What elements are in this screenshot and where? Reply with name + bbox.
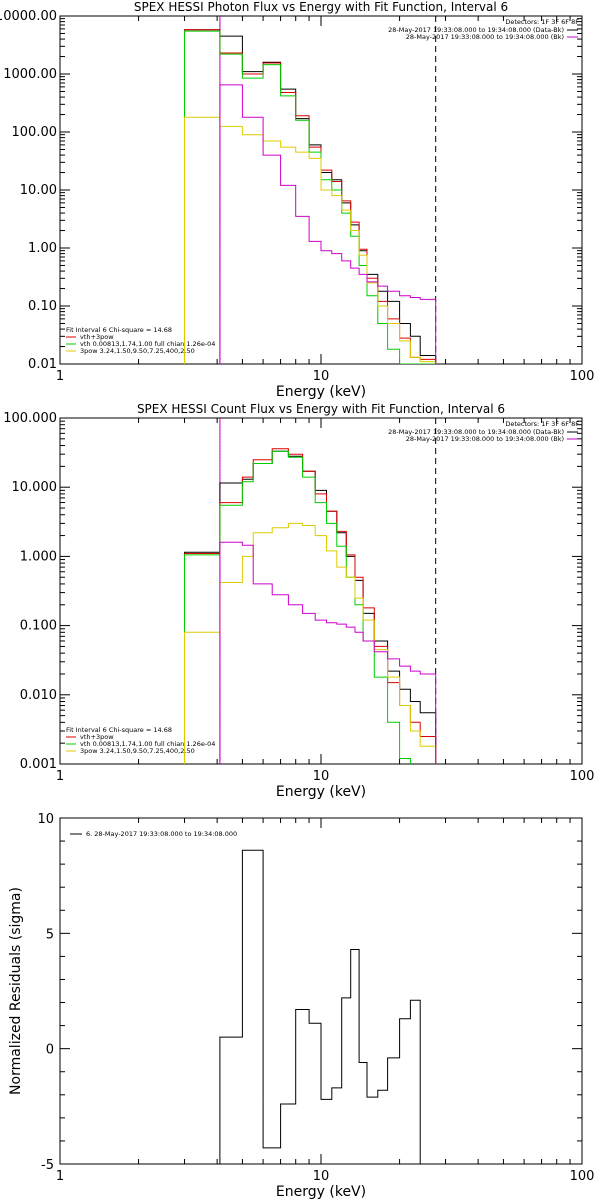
series-vth-3pow xyxy=(184,448,437,764)
series-3pow xyxy=(184,522,437,764)
y-tick-label: 10.00 xyxy=(20,183,57,198)
panel-2: SPEX HESSI Count Flux vs Energy with Fit… xyxy=(3,402,594,800)
plot-frame xyxy=(59,417,583,765)
y-tick-label: 5 xyxy=(46,927,54,942)
series-bk xyxy=(219,84,437,364)
x-axis-label: Energy (keV) xyxy=(276,784,366,800)
series-vth-3pow xyxy=(184,29,437,364)
x-tick-label: 10 xyxy=(313,769,330,784)
y-axis-label: Normalized Residuals (sigma) xyxy=(8,887,24,1095)
x-tick-label: 10 xyxy=(313,1169,330,1184)
x-tick-label: 1 xyxy=(56,1169,64,1184)
panel-1: SPEX HESSI Photon Flux vs Energy with Fi… xyxy=(0,0,594,400)
plot-frame xyxy=(59,817,583,1165)
y-tick-label: 1000.00 xyxy=(3,67,57,82)
y-tick-label: 0 xyxy=(46,1043,54,1058)
detectors-label: Detectors: 1F 3F 6F 8F xyxy=(505,18,579,26)
y-tick-label: 0.10 xyxy=(28,299,57,314)
series-group xyxy=(219,849,436,1164)
series-3pow xyxy=(184,116,437,364)
series-group xyxy=(184,29,437,364)
series-data-bk xyxy=(184,29,437,364)
x-tick-label: 100 xyxy=(570,369,595,384)
legend-entry: vth+3pow xyxy=(80,333,114,341)
series-vth xyxy=(184,450,411,764)
info-line: 28-May-2017 19:33:08.000 to 19:34:08.000… xyxy=(406,33,564,41)
info-line: 28-May-2017 19:33:08.000 to 19:34:08.000… xyxy=(406,435,564,443)
detectors-label: Detectors: 1F 3F 6F 8F xyxy=(505,420,579,428)
info-line: 28-May-2017 19:33:08.000 to 19:34:08.000… xyxy=(388,428,564,436)
info-line: 28-May-2017 19:33:08.000 to 19:34:08.000… xyxy=(388,26,564,34)
x-axis-label: Energy (keV) xyxy=(276,384,366,400)
y-tick-label: 0.100 xyxy=(20,619,57,634)
legend-entry: vth 0.00813,1.74,1.00 full chian 1.26e-0… xyxy=(80,740,215,748)
y-tick-label: 1.000 xyxy=(20,549,57,564)
y-tick-label: 100.000 xyxy=(3,411,57,426)
legend-entry: 3pow 3.24,1.50,9.50,7.25,400,2.50 xyxy=(80,347,195,355)
series-group xyxy=(184,448,437,764)
y-tick-label: 0.01 xyxy=(28,357,57,372)
y-tick-label: 0.010 xyxy=(20,688,57,703)
y-tick-label: 10000.00 xyxy=(0,9,57,24)
series-data-bk xyxy=(184,450,437,764)
y-tick-label: 0.001 xyxy=(20,757,57,772)
x-tick-label: 1 xyxy=(56,769,64,784)
legend-entry: vth 0.00813,1.74,1.00 full chian 1.26e-0… xyxy=(80,340,215,348)
fit-label: Fit Interval 6 Chi-square = 14.68 xyxy=(66,326,172,334)
legend-entry: 6. 28-May-2017 19:33:08.000 to 19:34:08.… xyxy=(86,830,237,838)
y-tick-label: 10.000 xyxy=(12,480,58,495)
series-bk xyxy=(219,541,437,764)
x-axis-label: Energy (keV) xyxy=(276,1184,366,1200)
chart-title: SPEX HESSI Photon Flux vs Energy with Fi… xyxy=(134,0,508,14)
chart-title: SPEX HESSI Count Flux vs Energy with Fit… xyxy=(137,402,505,416)
y-tick-label: -5 xyxy=(41,1158,54,1173)
series-vth xyxy=(184,30,436,364)
x-tick-label: 1 xyxy=(56,369,64,384)
series-residuals xyxy=(219,849,436,1164)
x-tick-label: 10 xyxy=(313,369,330,384)
legend-entry: 3pow 3.24,1.50,9.50,7.25,400,2.50 xyxy=(80,747,195,755)
legend-entry: vth+3pow xyxy=(80,733,114,741)
y-tick-label: 100.00 xyxy=(12,125,58,140)
y-tick-label: 1.00 xyxy=(28,241,57,256)
y-tick-label: 10 xyxy=(37,812,54,827)
x-tick-label: 100 xyxy=(570,769,595,784)
x-tick-label: 100 xyxy=(570,1169,595,1184)
fit-label: Fit Interval 6 Chi-square = 14.68 xyxy=(66,726,172,734)
